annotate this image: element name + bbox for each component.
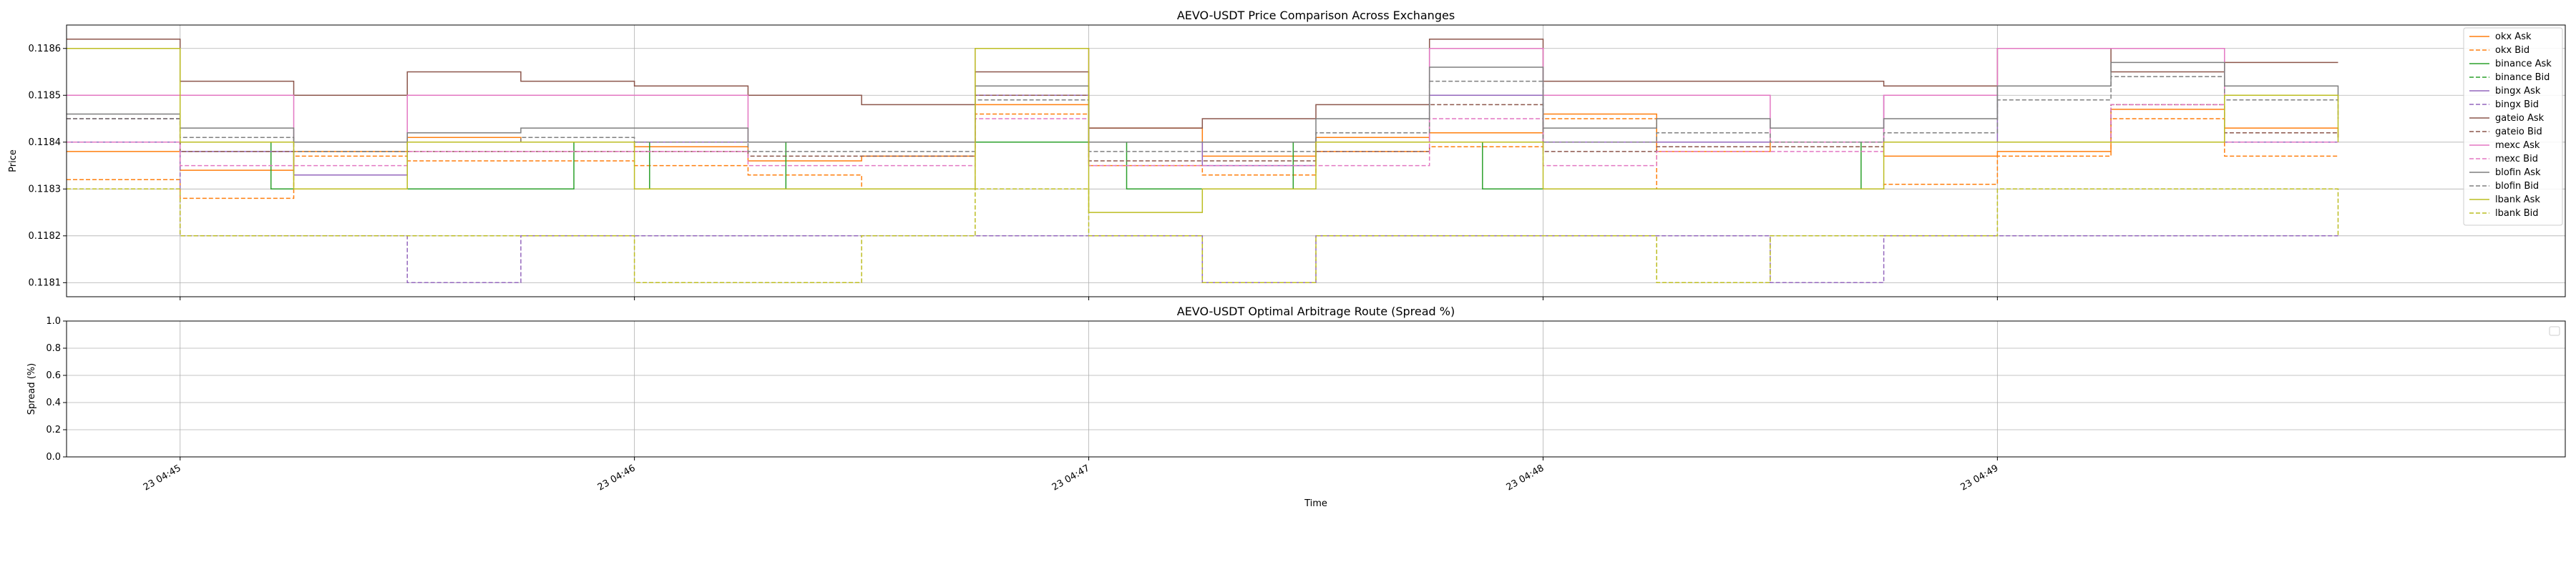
price-chart-x-ticks	[180, 297, 1998, 300]
price-chart: 0.1181 0.1182 0.1183 0.1184 0.1185 0.1186 AEV…	[8, 9, 2566, 300]
legend-label: gateio Ask	[2495, 113, 2545, 124]
time-axis-tick-labels: 23 04:45 23 04:46 23 04:47 23 04:48 23 04:49	[142, 463, 2000, 493]
series-line-bingx-bid	[67, 118, 2338, 284]
legend-label: mexc Ask	[2495, 140, 2540, 151]
spread-chart-y-tick-label: 1.0	[46, 316, 61, 327]
price-chart-legend-box	[2463, 27, 2563, 226]
time-axis-tick-label: 23 04:47	[1050, 463, 1092, 493]
spread-chart-y-axis-label: Spread (%)	[26, 363, 37, 415]
legend-label: binance Bid	[2495, 72, 2550, 83]
spread-chart-y-tick-label: 0.6	[46, 370, 61, 381]
spread-chart-y-tick-label: 0.2	[46, 425, 61, 435]
price-chart-series	[67, 38, 2339, 284]
series-line-gateio-ask	[67, 38, 2338, 129]
legend-label: binance Ask	[2495, 59, 2552, 69]
series-line-blofin-ask	[67, 61, 2339, 143]
price-chart-y-tick-label: 0.1184	[29, 137, 62, 148]
price-chart-y-ticks: 0.1181 0.1182 0.1183 0.1184 0.1185 0.1186	[29, 44, 67, 288]
price-chart-y-tick-label: 0.1182	[29, 231, 62, 242]
time-axis-label: Time	[1304, 498, 1327, 509]
legend-label: blofin Ask	[2495, 167, 2541, 178]
spread-chart-y-tick-label: 0.0	[46, 452, 61, 463]
price-chart-y-tick-label: 0.1185	[29, 90, 62, 101]
legend-label: lbank Ask	[2495, 194, 2540, 205]
spread-chart-y-tick-label: 0.8	[46, 343, 61, 354]
spread-chart-y-ticks: 0.0 0.2 0.4 0.6 0.8 1.0	[46, 316, 67, 463]
time-axis-tick-label: 23 04:48	[1505, 463, 1546, 493]
legend-label: blofin Bid	[2495, 181, 2539, 192]
time-axis-tick-label: 23 04:49	[1959, 463, 2001, 493]
time-axis-tick-label: 23 04:46	[596, 463, 638, 493]
spread-chart-empty-legend	[2549, 326, 2560, 336]
series-line-okx-bid	[67, 113, 2338, 199]
price-chart-legend: okx Ask okx Bid binance Ask binance Bid bing…	[2463, 27, 2563, 226]
series-line-lbank-ask	[67, 48, 2339, 213]
spread-chart-title: AEVO-USDT Optimal Arbitrage Route (Sprea…	[1177, 305, 1455, 318]
legend-label: bingx Ask	[2495, 86, 2541, 97]
spread-chart-y-tick-label: 0.4	[46, 398, 61, 408]
price-chart-title: AEVO-USDT Price Comparison Across Exchan…	[1177, 9, 1455, 22]
time-axis-tick-label: 23 04:45	[142, 463, 183, 493]
price-chart-y-axis-label: Price	[8, 149, 19, 172]
legend-label: okx Ask	[2495, 31, 2532, 42]
legend-label: lbank Bid	[2495, 208, 2539, 219]
legend-label: bingx Bid	[2495, 99, 2539, 110]
spread-chart: 0.0 0.2 0.4 0.6 0.8 1.0 AEVO-USDT Optimal Arb…	[26, 305, 2566, 463]
spread-chart-frame	[66, 320, 2566, 458]
legend-label: okx Bid	[2495, 45, 2529, 56]
price-chart-y-tick-label: 0.1183	[29, 184, 62, 194]
spread-chart-x-ticks	[180, 457, 1998, 460]
price-chart-y-tick-label: 0.1186	[29, 44, 62, 54]
legend-label: mexc Bid	[2495, 154, 2538, 164]
legend-label: gateio Bid	[2495, 127, 2542, 137]
price-chart-y-tick-label: 0.1181	[29, 277, 62, 288]
price-chart-frame	[66, 24, 2566, 297]
series-line-lbank-bid	[67, 188, 2339, 284]
spread-chart-grid	[67, 320, 2565, 458]
